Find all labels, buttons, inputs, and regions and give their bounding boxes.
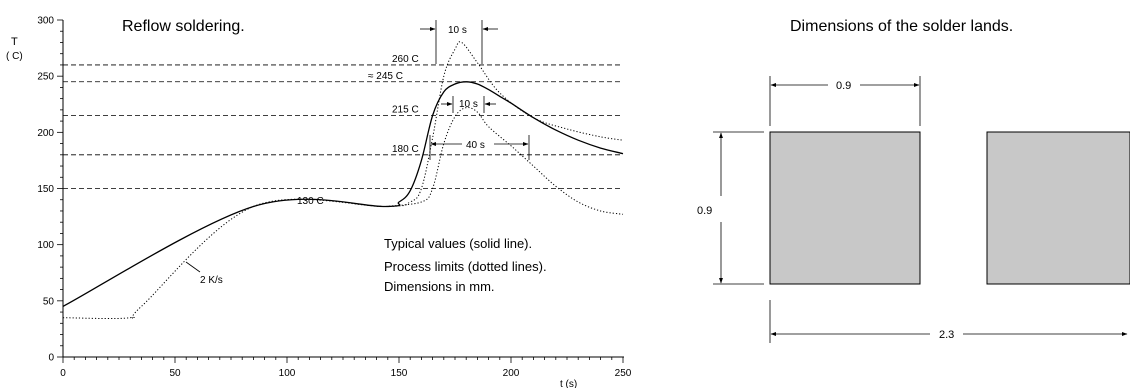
height-label: 0.9: [697, 205, 712, 217]
x-tick-label: 200: [503, 368, 520, 379]
y-tick-label: 250: [37, 72, 54, 83]
y-tick-label: 50: [43, 296, 55, 307]
ramp-label: 2 K/s: [200, 275, 223, 286]
temperature-curves: [62, 41, 624, 320]
x-tick-label: 250: [615, 368, 632, 379]
level-label: 180 C: [392, 144, 419, 155]
level-label: ≈ 245 C: [368, 71, 403, 82]
y-tick-label: 150: [37, 184, 54, 195]
x-tick-label: 0: [60, 368, 66, 379]
interval-mid-label: 10 s: [459, 99, 478, 110]
solder-land-left: [769, 131, 921, 285]
process-limit-line: [62, 41, 624, 320]
dimension-height: 0.9: [697, 131, 764, 285]
note-typical: Typical values (solid line).: [384, 236, 532, 251]
ramp-leader: [185, 261, 201, 273]
interval-wide-label: 40 s: [466, 140, 485, 151]
note-limits: Process limits (dotted lines).: [384, 259, 547, 274]
y-ticks: 0 50 100 150 200 250 300: [37, 16, 63, 364]
y-tick-label: 300: [37, 16, 54, 27]
solder-lands-drawing: Dimensions of the solder lands. 0.9 0.9 …: [697, 18, 1130, 343]
chart-title: Reflow soldering.: [122, 18, 245, 35]
level-label: 260 C: [392, 54, 419, 65]
interval-top: 10 s: [420, 20, 498, 64]
y-axis-title: T: [11, 36, 18, 48]
x-tick-label: 150: [391, 368, 408, 379]
level-label: 215 C: [392, 104, 419, 115]
x-tick-label: 100: [279, 368, 296, 379]
y-tick-label: 100: [37, 240, 54, 251]
span-label: 2.3: [939, 329, 954, 341]
interval-mid: 10 s: [441, 96, 496, 113]
solder-land-right: [986, 131, 1130, 285]
reflow-chart: Reflow soldering. T ( C) t (s) 0 50 100 150…: [6, 16, 632, 388]
note-units: Dimensions in mm.: [384, 279, 495, 294]
dimension-span: 2.3: [769, 300, 1128, 343]
width-label: 0.9: [836, 80, 851, 92]
y-tick-label: 200: [37, 128, 54, 139]
x-ticks: 0 50 100 150 200 250: [60, 357, 632, 379]
dimension-width: 0.9: [769, 76, 921, 126]
x-tick-label: 50: [169, 368, 181, 379]
interval-wide: 40 s: [429, 135, 530, 160]
plateau-label: 130 C: [297, 196, 324, 207]
y-axis-unit: ( C): [6, 51, 23, 62]
x-axis-title: t (s): [560, 379, 577, 388]
process-limit-line: [385, 106, 624, 215]
lands-title: Dimensions of the solder lands.: [790, 18, 1013, 35]
y-tick-label: 0: [48, 353, 54, 364]
interval-top-label: 10 s: [448, 25, 467, 36]
